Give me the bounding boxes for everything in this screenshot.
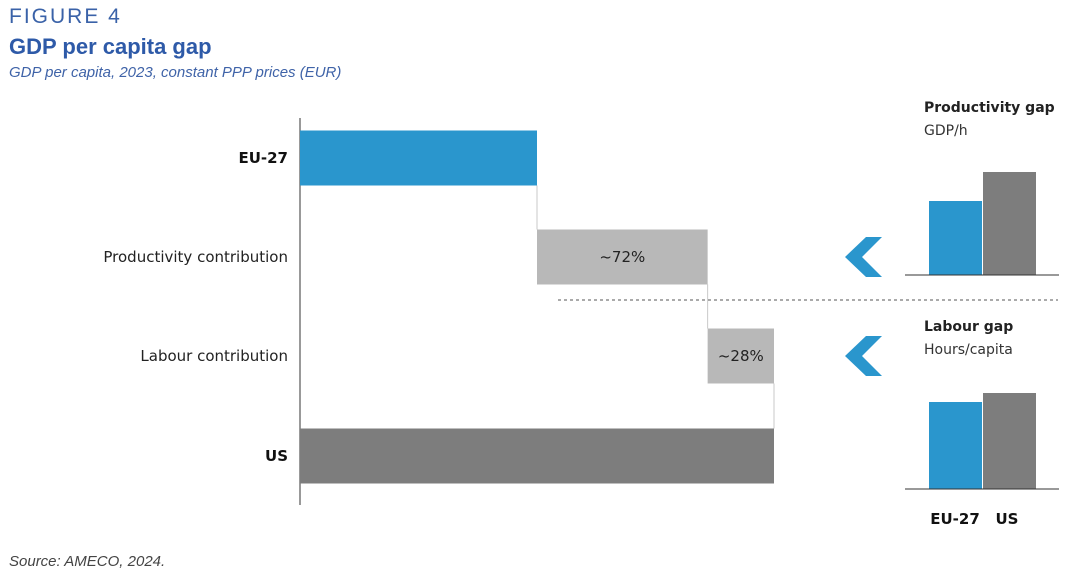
chart-title: GDP per capita gap	[9, 34, 212, 59]
side-category-label: EU-27	[930, 510, 980, 528]
side-bar	[983, 172, 1036, 275]
waterfall-bar	[537, 229, 708, 285]
side-chart-title: Productivity gap	[924, 100, 1055, 116]
chevron-left-icon	[845, 336, 882, 376]
waterfall-bar	[300, 428, 774, 484]
waterfall-bar	[707, 328, 774, 384]
category-label: Labour contribution	[140, 347, 288, 365]
data-label: ~28%	[718, 347, 764, 365]
side-chart-subtitle: Hours/capita	[924, 342, 1013, 358]
waterfall-bar	[300, 130, 537, 186]
chevron-left-icon	[845, 237, 882, 277]
side-chart-subtitle: GDP/h	[924, 123, 968, 139]
side-bar	[983, 393, 1036, 489]
side-category-label: US	[996, 510, 1019, 528]
figure-label: FIGURE 4	[9, 5, 122, 28]
chart-subtitle: GDP per capita, 2023, constant PPP price…	[9, 64, 342, 81]
category-label: Productivity contribution	[103, 248, 288, 266]
source-note: Source: AMECO, 2024.	[9, 553, 166, 570]
side-bar	[929, 201, 982, 275]
data-label: ~72%	[599, 248, 645, 266]
side-bar	[929, 402, 982, 489]
side-chart-title: Labour gap	[924, 319, 1013, 335]
category-label: US	[265, 447, 288, 465]
category-label: EU-27	[238, 149, 288, 167]
